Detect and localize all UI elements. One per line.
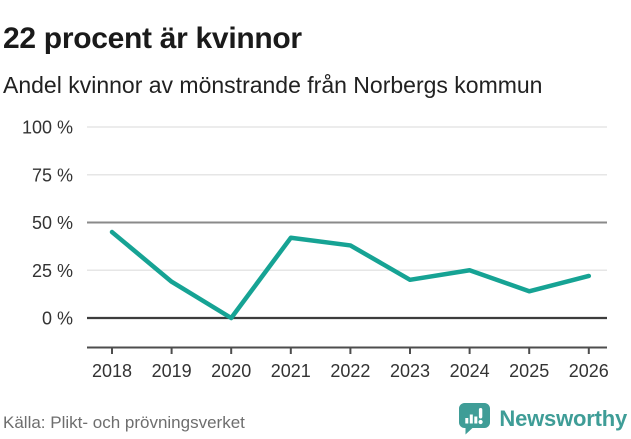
- x-axis-tick-label: 2026: [569, 361, 609, 381]
- y-axis-tick-label: 0 %: [42, 309, 73, 329]
- newsworthy-logo: Newsworthy: [458, 402, 627, 435]
- bar-small: [465, 418, 469, 424]
- newsworthy-speech-bubble-icon: [459, 403, 491, 435]
- brand-name: Newsworthy: [499, 405, 627, 431]
- y-axis-tick-label: 100 %: [22, 118, 73, 138]
- x-axis-tick-label: 2025: [509, 361, 549, 381]
- page-title: 22 procent är kvinnor: [3, 22, 302, 56]
- x-axis-tick-label: 2022: [330, 361, 370, 381]
- x-axis-tick-label: 2018: [92, 361, 132, 381]
- bar-tall: [470, 414, 474, 424]
- x-axis-tick-label: 2020: [211, 361, 251, 381]
- series-line: [109, 229, 592, 321]
- y-axis-tick-label: 25 %: [32, 261, 73, 281]
- exclamation-bar: [479, 408, 483, 419]
- x-axis-tick-label: 2023: [390, 361, 430, 381]
- x-axis-tick-label: 2021: [271, 361, 311, 381]
- exclamation-dot: [478, 419, 484, 425]
- y-axis-tick-label: 50 %: [32, 213, 73, 233]
- x-axis-tick-label: 2019: [152, 361, 192, 381]
- bar-medium: [474, 416, 478, 424]
- y-axis-tick-label: 75 %: [32, 165, 73, 185]
- x-axis-tick-label: 2024: [450, 361, 490, 381]
- chart-subtitle: Andel kvinnor av mönstrande från Norberg…: [3, 72, 543, 98]
- source-note: Källa: Plikt- och prövningsverket: [3, 413, 245, 432]
